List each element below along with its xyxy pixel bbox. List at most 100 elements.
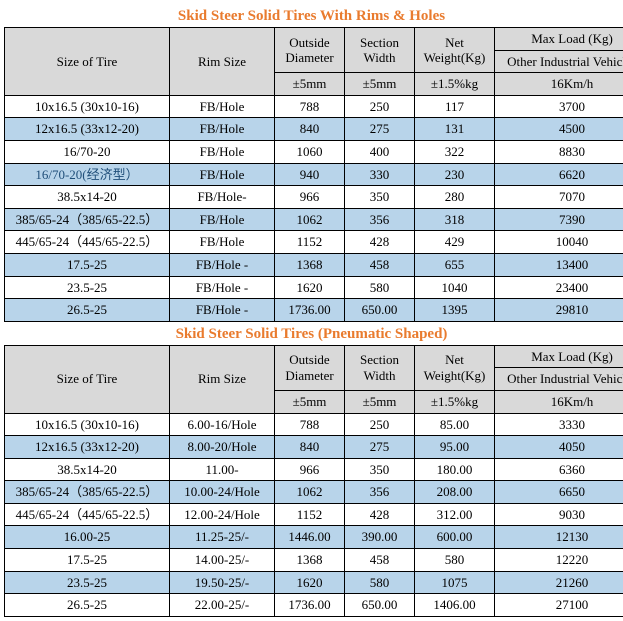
cell-size: 26.5-25: [5, 299, 170, 322]
cell-nw: 117: [415, 95, 495, 118]
cell-rim: FB/Hole: [170, 231, 275, 254]
cell-nw: 312.00: [415, 503, 495, 526]
table-row: 17.5-2514.00-25/-136845858012220: [5, 549, 623, 572]
cell-rim: 12.00-24/Hole: [170, 503, 275, 526]
cell-sw: 428: [345, 503, 415, 526]
cell-ml: 29810: [495, 299, 623, 322]
cell-sw: 580: [345, 276, 415, 299]
hdr-rim: Rim Size: [170, 28, 275, 96]
table2-body: 10x16.5 (30x10-16)6.00-16/Hole78825085.0…: [5, 413, 623, 616]
hdr-ml-sub: Other Industrial Vehicles: [495, 368, 623, 391]
hdr-od-tol: ±5mm: [275, 73, 345, 96]
cell-nw: 280: [415, 186, 495, 209]
cell-size: 23.5-25: [5, 571, 170, 594]
cell-od: 1060: [275, 140, 345, 163]
cell-nw: 131: [415, 118, 495, 141]
cell-size: 26.5-25: [5, 594, 170, 617]
cell-size: 38.5x14-20: [5, 186, 170, 209]
cell-od: 1368: [275, 549, 345, 572]
cell-size: 10x16.5 (30x10-16): [5, 413, 170, 436]
cell-size: 38.5x14-20: [5, 458, 170, 481]
table-row: 385/65-24（385/65-22.5）10.00-24/Hole10623…: [5, 481, 623, 504]
cell-sw: 250: [345, 95, 415, 118]
table-row: 12x16.5 (33x12-20)FB/Hole8402751314500: [5, 118, 623, 141]
cell-nw: 1395: [415, 299, 495, 322]
cell-size: 445/65-24（445/65-22.5）: [5, 231, 170, 254]
cell-rim: FB/Hole -: [170, 276, 275, 299]
hdr-ml-sub: Other Industrial Vehicles: [495, 50, 623, 73]
cell-sw: 275: [345, 436, 415, 459]
cell-size: 12x16.5 (33x12-20): [5, 436, 170, 459]
cell-sw: 250: [345, 413, 415, 436]
cell-size: 12x16.5 (33x12-20): [5, 118, 170, 141]
hdr-ml-speed: 16Km/h: [495, 390, 623, 413]
cell-od: 940: [275, 163, 345, 186]
hdr-nw: Net Weight(Kg): [415, 345, 495, 390]
hdr-sw-tol: ±5mm: [345, 73, 415, 96]
cell-ml: 10040: [495, 231, 623, 254]
cell-rim: 6.00-16/Hole: [170, 413, 275, 436]
hdr-size: Size of Tire: [5, 28, 170, 96]
cell-size: 445/65-24（445/65-22.5）: [5, 503, 170, 526]
cell-size: 385/65-24（385/65-22.5）: [5, 208, 170, 231]
hdr-sw: Section Width: [345, 345, 415, 390]
hdr-od: Outside Diameter: [275, 28, 345, 73]
cell-size: 23.5-25: [5, 276, 170, 299]
cell-ml: 12220: [495, 549, 623, 572]
cell-od: 1062: [275, 481, 345, 504]
cell-rim: FB/Hole: [170, 118, 275, 141]
table1-head: Size of Tire Rim Size Outside Diameter S…: [5, 28, 623, 96]
cell-sw: 650.00: [345, 594, 415, 617]
hdr-od-tol: ±5mm: [275, 390, 345, 413]
table2-title: Skid Steer Solid Tires (Pneumatic Shaped…: [4, 322, 619, 345]
cell-ml: 9030: [495, 503, 623, 526]
cell-nw: 85.00: [415, 413, 495, 436]
table-row: 38.5x14-20FB/Hole-9663502807070: [5, 186, 623, 209]
cell-sw: 330: [345, 163, 415, 186]
cell-size: 17.5-25: [5, 253, 170, 276]
cell-sw: 350: [345, 186, 415, 209]
table-row: 445/65-24（445/65-22.5）FB/Hole11524284291…: [5, 231, 623, 254]
cell-od: 1152: [275, 231, 345, 254]
table-row: 38.5x14-2011.00-966350180.006360: [5, 458, 623, 481]
cell-size: 16/70-20(经济型）: [5, 163, 170, 186]
table-row: 17.5-25FB/Hole -136845865513400: [5, 253, 623, 276]
cell-ml: 3330: [495, 413, 623, 436]
table1-title: Skid Steer Solid Tires With Rims & Holes: [4, 4, 619, 27]
hdr-size: Size of Tire: [5, 345, 170, 413]
table-row: 16/70-20(经济型）FB/Hole9403302306620: [5, 163, 623, 186]
cell-ml: 7390: [495, 208, 623, 231]
cell-od: 788: [275, 413, 345, 436]
cell-nw: 318: [415, 208, 495, 231]
cell-ml: 7070: [495, 186, 623, 209]
cell-rim: 11.00-: [170, 458, 275, 481]
cell-size: 10x16.5 (30x10-16): [5, 95, 170, 118]
cell-ml: 4050: [495, 436, 623, 459]
table-row: 26.5-2522.00-25/-1736.00650.001406.00271…: [5, 594, 623, 617]
cell-sw: 390.00: [345, 526, 415, 549]
cell-size: 16.00-25: [5, 526, 170, 549]
cell-nw: 95.00: [415, 436, 495, 459]
cell-nw: 580: [415, 549, 495, 572]
table-row: 16.00-2511.25-25/-1446.00390.00600.00121…: [5, 526, 623, 549]
cell-sw: 458: [345, 253, 415, 276]
cell-od: 788: [275, 95, 345, 118]
hdr-nw-tol: ±1.5%kg: [415, 390, 495, 413]
cell-nw: 230: [415, 163, 495, 186]
hdr-ml-speed: 16Km/h: [495, 73, 623, 96]
hdr-ml: Max Load (Kg): [495, 28, 623, 51]
cell-rim: 8.00-20/Hole: [170, 436, 275, 459]
table-row: 23.5-25FB/Hole -1620580104023400: [5, 276, 623, 299]
cell-ml: 4500: [495, 118, 623, 141]
cell-nw: 180.00: [415, 458, 495, 481]
cell-rim: FB/Hole: [170, 140, 275, 163]
cell-rim: FB/Hole: [170, 208, 275, 231]
cell-size: 17.5-25: [5, 549, 170, 572]
table-row: 385/65-24（385/65-22.5）FB/Hole10623563187…: [5, 208, 623, 231]
table2-head: Size of Tire Rim Size Outside Diameter S…: [5, 345, 623, 413]
cell-sw: 400: [345, 140, 415, 163]
cell-nw: 429: [415, 231, 495, 254]
cell-rim: FB/Hole: [170, 95, 275, 118]
cell-nw: 1040: [415, 276, 495, 299]
cell-od: 966: [275, 186, 345, 209]
